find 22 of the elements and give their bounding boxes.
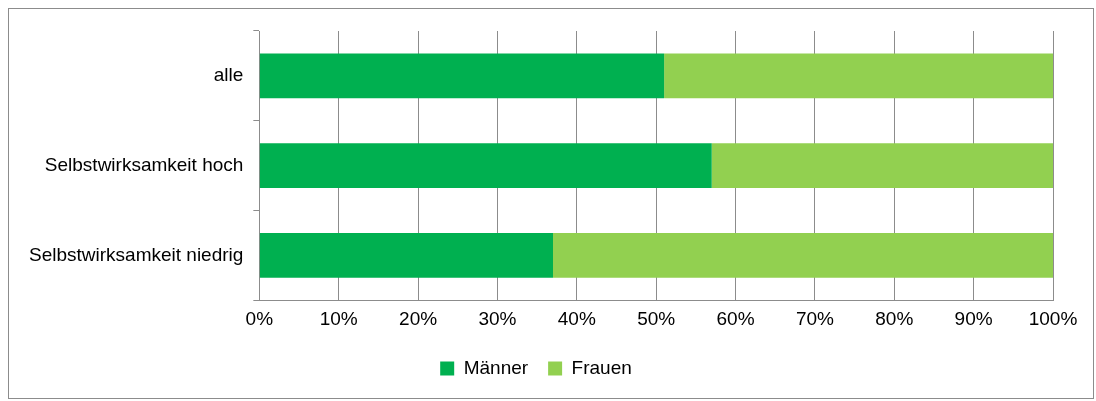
y-tick-label: Selbstwirksamkeit hoch [44,153,244,175]
x-tick-label: 0% [245,307,274,329]
x-tick-label: 80% [875,307,914,329]
legend-label: Männer [463,356,529,378]
bar [259,143,712,189]
x-tick-label: 10% [319,307,358,329]
bar [553,232,1053,278]
x-tick-label: 20% [399,307,438,329]
bar [664,53,1053,99]
x-tick-label: 30% [478,307,517,329]
x-tick-label: 70% [795,307,835,329]
x-tick-label: 90% [954,307,993,329]
x-tick-label: 60% [716,307,755,329]
x-tick-label: 50% [637,307,676,329]
y-tick-label: alle [213,64,244,86]
bar [259,232,553,278]
bar [259,53,665,99]
bar [711,143,1053,189]
legend-label: Frauen [571,356,632,378]
y-tick-label: Selbstwirksamkeit niedrig [28,243,244,265]
x-tick-label: 100% [1028,307,1078,329]
x-tick-label: 40% [557,307,596,329]
